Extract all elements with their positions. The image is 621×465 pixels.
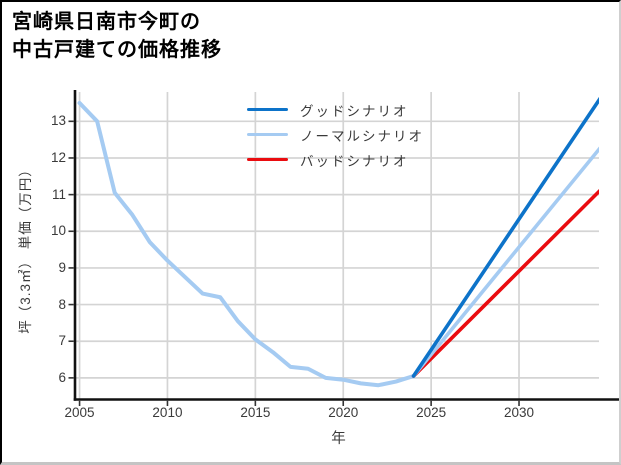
chart-title-line2: 中古戸建ての価格推移 bbox=[12, 39, 222, 61]
legend: グッドシナリオ ノーマルシナリオ バッドシナリオ bbox=[247, 97, 424, 172]
legend-item-good-scenario: グッドシナリオ bbox=[247, 97, 424, 122]
x-tick-label-2015: 2015 bbox=[240, 405, 271, 420]
y-axis-label: 坪（3.3㎡） 単価（万円） bbox=[18, 162, 33, 334]
chart-title: 宮崎県日南市今町の 中古戸建ての価格推移 bbox=[12, 8, 222, 64]
y-tick-label-7: 7 bbox=[58, 333, 66, 349]
y-tick-label-10: 10 bbox=[50, 223, 66, 239]
y-tick-label-6: 6 bbox=[58, 369, 66, 385]
y-tick-label-13: 13 bbox=[50, 113, 66, 129]
bad-scenario-line bbox=[411, 188, 599, 378]
normal-scenario-line-swatch bbox=[247, 132, 288, 137]
good-scenario-line-swatch bbox=[247, 107, 288, 112]
x-tick-label-2010: 2010 bbox=[152, 405, 183, 420]
y-tick-label-11: 11 bbox=[51, 186, 66, 202]
y-tick-label-8: 8 bbox=[58, 296, 66, 312]
legend-item-bad-scenario: バッドシナリオ bbox=[247, 147, 424, 172]
x-tick-label-2005: 2005 bbox=[64, 405, 95, 420]
bad-scenario-line-swatch bbox=[247, 157, 288, 162]
y-tick-label-12: 12 bbox=[50, 149, 66, 165]
legend-item-normal-scenario: ノーマルシナリオ bbox=[247, 122, 424, 147]
legend-label-bad: バッドシナリオ bbox=[300, 153, 409, 169]
y-tick-label-9: 9 bbox=[58, 259, 66, 275]
chart-title-line1: 宮崎県日南市今町の bbox=[12, 11, 201, 33]
legend-label-normal: ノーマルシナリオ bbox=[300, 128, 424, 144]
x-axis-label: 年 bbox=[331, 431, 347, 447]
good-scenario-line bbox=[411, 96, 599, 378]
legend-label-good: グッドシナリオ bbox=[300, 103, 409, 119]
x-tick-label-2025: 2025 bbox=[416, 405, 447, 420]
normal-scenario-line bbox=[411, 146, 599, 378]
x-tick-label-2020: 2020 bbox=[328, 405, 359, 420]
x-tick-label-2030: 2030 bbox=[503, 405, 535, 420]
history-price-line bbox=[77, 100, 416, 388]
